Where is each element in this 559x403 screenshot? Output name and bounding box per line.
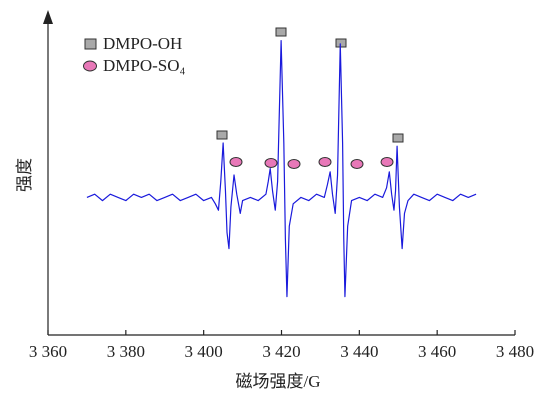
so4-marker — [229, 157, 243, 167]
y-axis-label: 强度 — [15, 158, 34, 192]
so4-marker — [287, 159, 301, 169]
y-axis-arrow — [43, 10, 53, 24]
oh-marker — [216, 130, 228, 140]
legend-label: DMPO-SO₄ — [103, 56, 186, 75]
legend-swatch — [84, 38, 97, 50]
so4-marker — [350, 159, 364, 169]
legend-swatch — [83, 60, 97, 72]
oh-marker — [335, 38, 347, 48]
oh-marker — [275, 27, 287, 37]
x-tick-label: 3 360 — [29, 342, 67, 361]
peak-markers — [216, 27, 404, 169]
so4-marker — [318, 157, 332, 167]
x-axis-label: 磁场强度/G — [236, 372, 321, 391]
so4-marker — [380, 157, 394, 167]
oh-marker — [392, 133, 404, 143]
x-tick-label: 3 400 — [185, 342, 223, 361]
x-tick-label: 3 440 — [340, 342, 378, 361]
x-tick-label: 3 380 — [107, 342, 145, 361]
spectrum-line — [86, 40, 477, 298]
so4-marker — [264, 158, 278, 168]
x-tick-label: 3 420 — [262, 342, 300, 361]
x-tick-label: 3 460 — [418, 342, 456, 361]
legend-label: DMPO-OH — [103, 34, 182, 53]
x-tick-label: 3 480 — [496, 342, 534, 361]
